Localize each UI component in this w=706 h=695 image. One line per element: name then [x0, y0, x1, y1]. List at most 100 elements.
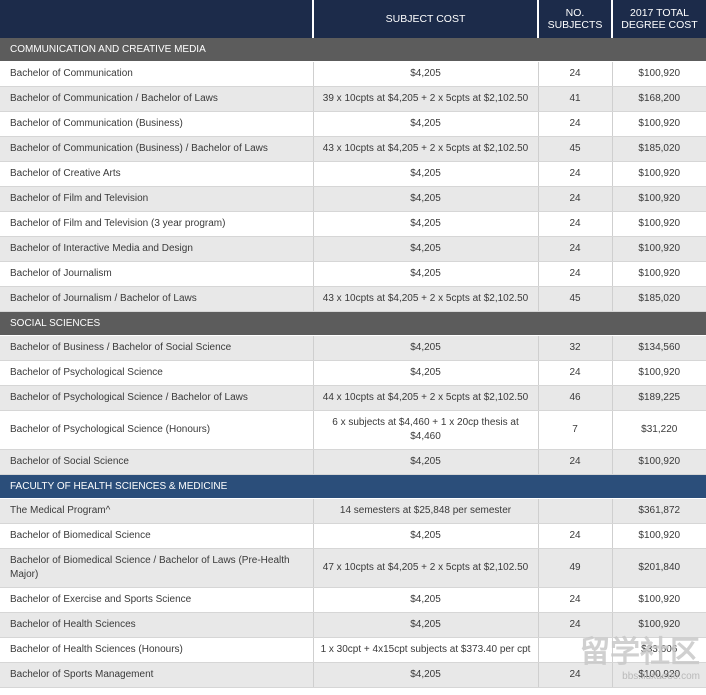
subject-cost-cell: $4,205 [312, 335, 538, 361]
total-cost-cell: $189,225 [611, 385, 706, 411]
total-cost-cell: $201,840 [611, 548, 706, 588]
section-title: FACULTY OF HEALTH SCIENCES & MEDICINE [0, 474, 706, 499]
subject-count-cell: 24 [537, 186, 612, 212]
table-row: Bachelor of Interactive Media and Design… [0, 236, 706, 262]
subject-cost-cell: $4,205 [312, 449, 538, 475]
total-cost-cell: $100,920 [611, 211, 706, 237]
subject-count-cell: 24 [537, 523, 612, 549]
table-row: Bachelor of Communication / Bachelor of … [0, 86, 706, 112]
degree-name-cell: Bachelor of Health Sciences (Honours) [0, 637, 313, 663]
subject-cost-cell: 39 x 10cpts at $4,205 + 2 x 5cpts at $2,… [312, 86, 538, 112]
subject-count-cell: 45 [537, 286, 612, 312]
table-row: The Medical Program^ 14 semesters at $25,… [0, 498, 706, 524]
table-row: Bachelor of Creative Arts $4,205 24 $100,92… [0, 161, 706, 187]
subject-count-cell: 24 [537, 662, 612, 688]
table-row: Bachelor of Communication $4,205 24 $100,92… [0, 61, 706, 87]
total-cost-cell: $361,872 [611, 498, 706, 524]
total-cost-cell: $100,920 [611, 61, 706, 87]
section-header-row: SOCIAL SCIENCES [0, 311, 706, 336]
header-total-cost: 2017 TOTAL DEGREE COST [611, 0, 706, 38]
degree-name-cell: Bachelor of Business / Bachelor of Socia… [0, 335, 313, 361]
header-total-cost-line2: DEGREE COST [621, 19, 698, 31]
subject-cost-cell: $4,205 [312, 612, 538, 638]
header-total-cost-line1: 2017 TOTAL [630, 7, 689, 19]
table-row: Bachelor of Film and Television (3 year … [0, 211, 706, 237]
subject-cost-cell: $4,205 [312, 186, 538, 212]
total-cost-cell: $100,920 [611, 111, 706, 137]
subject-cost-cell: 43 x 10cpts at $4,205 + 2 x 5cpts at $2,… [312, 136, 538, 162]
section-header-row: COMMUNICATION AND CREATIVE MEDIA [0, 38, 706, 62]
header-subject-cost: SUBJECT COST [312, 0, 538, 38]
subject-cost-cell: $4,205 [312, 236, 538, 262]
table-row: Bachelor of Exercise and Sports Science $… [0, 587, 706, 613]
degree-name-cell: Bachelor of Communication (Business) / B… [0, 136, 313, 162]
section-header-row: FACULTY OF HEALTH SCIENCES & MEDICINE [0, 474, 706, 499]
subject-count-cell: 24 [537, 360, 612, 386]
table-row: Bachelor of Psychological Science (Honou… [0, 410, 706, 450]
subject-cost-cell: 43 x 10cpts at $4,205 + 2 x 5cpts at $2,… [312, 286, 538, 312]
header-no-subjects-line1: NO. [565, 7, 585, 19]
total-cost-cell: $100,920 [611, 360, 706, 386]
total-cost-cell: $185,020 [611, 286, 706, 312]
total-cost-cell: $100,920 [611, 523, 706, 549]
table-header-row: SUBJECT COST NO. SUBJECTS 2017 TOTAL DEG… [0, 0, 706, 38]
table-row: Bachelor of Communication (Business) / B… [0, 136, 706, 162]
subject-count-cell [537, 637, 612, 663]
table-row: Bachelor of Communication (Business) $4,2… [0, 111, 706, 137]
degree-name-cell: Bachelor of Biomedical Science [0, 523, 313, 549]
total-cost-cell: $185,020 [611, 136, 706, 162]
total-cost-cell: $100,920 [611, 186, 706, 212]
degree-name-cell: Bachelor of Health Sciences [0, 612, 313, 638]
total-cost-cell: $168,200 [611, 86, 706, 112]
subject-count-cell: 46 [537, 385, 612, 411]
degree-name-cell: Bachelor of Psychological Science [0, 360, 313, 386]
degree-name-cell: The Medical Program^ [0, 498, 313, 524]
total-cost-cell: $134,560 [611, 335, 706, 361]
table-row: Bachelor of Psychological Science $4,205 2… [0, 360, 706, 386]
total-cost-cell: $31,220 [611, 410, 706, 450]
degree-name-cell: Bachelor of Journalism / Bachelor of Law… [0, 286, 313, 312]
total-cost-cell: $100,920 [611, 612, 706, 638]
table-row: Bachelor of Biomedical Science / Bachelo… [0, 548, 706, 588]
table-body: COMMUNICATION AND CREATIVE MEDIA Bachelor… [0, 38, 706, 688]
table-row: Bachelor of Journalism / Bachelor of Law… [0, 286, 706, 312]
table-row: Bachelor of Health Sciences $4,205 24 $100,… [0, 612, 706, 638]
degree-name-cell: Bachelor of Creative Arts [0, 161, 313, 187]
total-cost-cell: $100,920 [611, 662, 706, 688]
subject-count-cell: 24 [537, 236, 612, 262]
degree-name-cell: Bachelor of Psychological Science (Honou… [0, 410, 313, 450]
subject-cost-cell: $4,205 [312, 161, 538, 187]
subject-cost-cell: $4,205 [312, 523, 538, 549]
table-row: Bachelor of Social Science $4,205 24 $100,9… [0, 449, 706, 475]
subject-cost-cell: 47 x 10cpts at $4,205 + 2 x 5cpts at $2,… [312, 548, 538, 588]
subject-count-cell: 45 [537, 136, 612, 162]
table-row: Bachelor of Psychological Science / Bach… [0, 385, 706, 411]
subject-cost-cell: $4,205 [312, 261, 538, 287]
subject-count-cell: 41 [537, 86, 612, 112]
degree-name-cell: Bachelor of Communication (Business) [0, 111, 313, 137]
total-cost-cell: $100,920 [611, 261, 706, 287]
subject-count-cell: 32 [537, 335, 612, 361]
subject-count-cell: 24 [537, 449, 612, 475]
subject-cost-cell: $4,205 [312, 587, 538, 613]
degree-name-cell: Bachelor of Film and Television (3 year … [0, 211, 313, 237]
subject-count-cell: 24 [537, 587, 612, 613]
table-row: Bachelor of Film and Television $4,205 24 $… [0, 186, 706, 212]
table-row: Bachelor of Sports Management $4,205 24 $10… [0, 662, 706, 688]
degree-name-cell: Bachelor of Journalism [0, 261, 313, 287]
header-no-subjects: NO. SUBJECTS [537, 0, 612, 38]
subject-count-cell: 24 [537, 211, 612, 237]
degree-name-cell: Bachelor of Film and Television [0, 186, 313, 212]
degree-name-cell: Bachelor of Sports Management [0, 662, 313, 688]
subject-cost-cell: 14 semesters at $25,848 per semester [312, 498, 538, 524]
section-title: COMMUNICATION AND CREATIVE MEDIA [0, 38, 706, 62]
subject-count-cell: 49 [537, 548, 612, 588]
subject-cost-cell: $4,205 [312, 360, 538, 386]
table-row: Bachelor of Health Sciences (Honours) 1 x… [0, 637, 706, 663]
subject-cost-cell: $4,205 [312, 61, 538, 87]
subject-count-cell: 24 [537, 61, 612, 87]
table-row: Bachelor of Business / Bachelor of Socia… [0, 335, 706, 361]
total-cost-cell: $100,920 [611, 161, 706, 187]
subject-cost-cell: 44 x 10cpts at $4,205 + 2 x 5cpts at $2,… [312, 385, 538, 411]
